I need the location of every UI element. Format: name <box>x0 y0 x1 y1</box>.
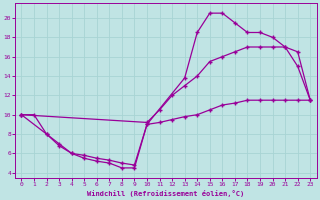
X-axis label: Windchill (Refroidissement éolien,°C): Windchill (Refroidissement éolien,°C) <box>87 190 244 197</box>
